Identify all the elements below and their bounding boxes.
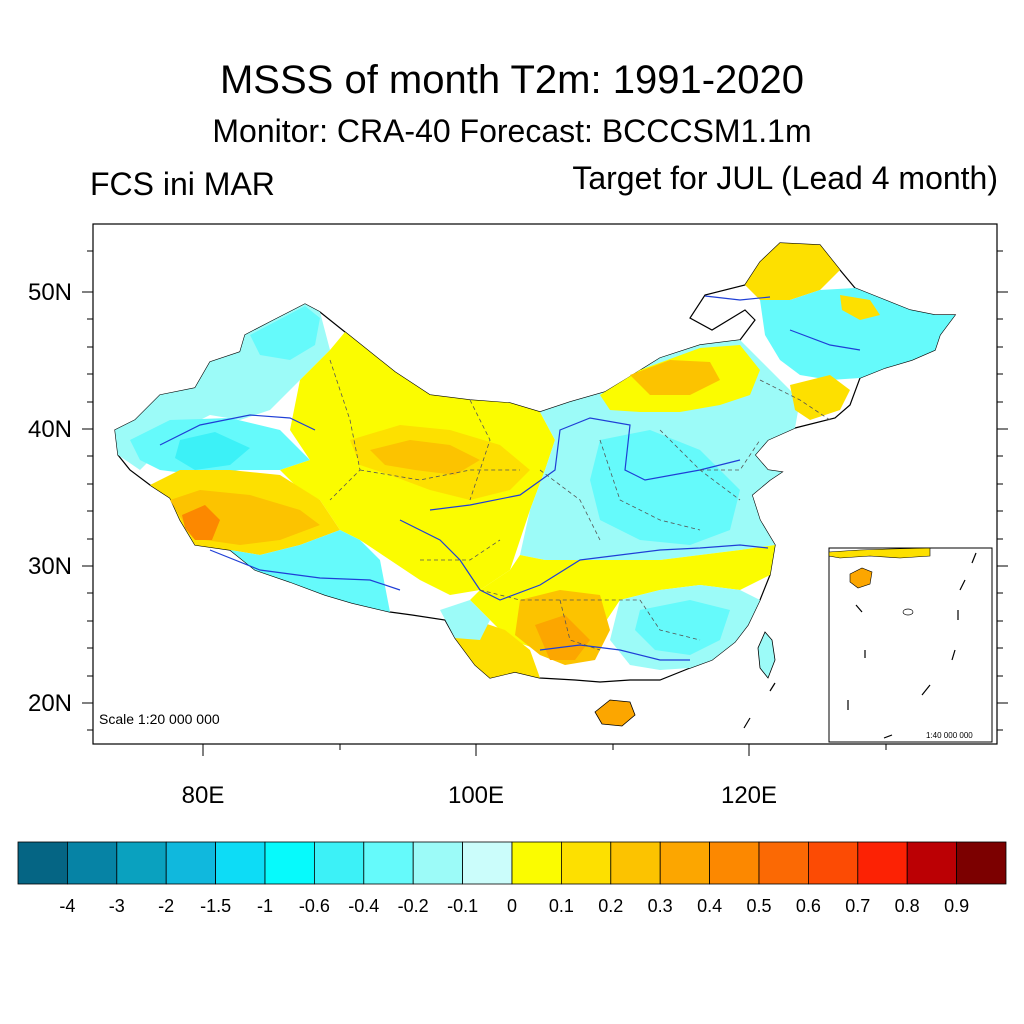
colorbar-swatch	[709, 841, 760, 885]
colorbar-swatch	[808, 841, 859, 885]
colorbar-swatch	[215, 841, 266, 885]
colorbar-swatch	[610, 841, 661, 885]
contour-cyan-south-tibet	[230, 530, 390, 612]
colorbar-swatch	[511, 841, 562, 885]
lat-label-50n: 50N	[27, 279, 72, 306]
south-china-sea-inset	[828, 547, 993, 743]
page-title: MSSS of month T2m: 1991-2020	[219, 58, 805, 102]
lon-label-100e: 100E	[447, 782, 505, 809]
colorbar-label: -3	[108, 896, 125, 916]
colorbar-swatch	[165, 841, 216, 885]
colorbar-swatch	[659, 841, 711, 885]
subtitle: Monitor: CRA-40 Forecast: BCCCSM1.1m	[212, 113, 812, 149]
inset-hainan	[849, 567, 873, 589]
yellow-river	[429, 417, 741, 511]
sea-boundary-marks	[743, 682, 776, 729]
colorbar-label: 0.1	[548, 896, 574, 916]
contour-yellow-ne-east	[840, 295, 880, 320]
inset-islands	[902, 608, 914, 616]
colorbar-swatch	[17, 841, 68, 885]
colorbar-label: 0.8	[894, 896, 920, 916]
colorbar-label: -0.2	[397, 896, 429, 916]
scale-text: Scale 1:20 000 000	[99, 711, 220, 727]
lat-label-30n: 30N	[27, 553, 72, 580]
contour-cyan-altai	[250, 306, 320, 360]
contour-yellow-northeast-north	[745, 243, 840, 300]
colorbar-label: 0.7	[845, 896, 871, 916]
colorbar-swatch	[956, 841, 1007, 885]
contour-cyan-northeast	[760, 288, 955, 380]
colorbar-label: -1	[256, 896, 273, 916]
colorbar-swatch	[264, 841, 315, 885]
colorbar-label: -0.4	[348, 896, 380, 916]
yangtze-river	[399, 519, 769, 601]
colorbar-label: -4	[59, 896, 76, 916]
colorbar-swatch	[363, 841, 414, 885]
contour-red-west-tibet	[182, 505, 220, 540]
lon-label-80e: 80E	[181, 782, 225, 809]
pearl-river	[539, 644, 690, 661]
colorbar-label: 0.6	[795, 896, 821, 916]
colorbar	[17, 841, 1007, 885]
colorbar-label: 0	[506, 896, 517, 916]
contour-orange2-tibet	[370, 440, 480, 475]
songhua-river	[789, 329, 861, 351]
contour-cyan2-south-china	[635, 600, 730, 655]
axis-ticks	[82, 250, 1008, 756]
rivers	[159, 295, 861, 661]
colorbar-label: 0.3	[647, 896, 673, 916]
colorbar-label: 0.4	[697, 896, 723, 916]
colorbar-label: -0.1	[447, 896, 479, 916]
colorbar-swatch	[412, 841, 464, 885]
lat-label-20n: 20N	[27, 690, 72, 717]
colorbar-label: -2	[158, 896, 175, 916]
contour-fills	[115, 243, 955, 727]
taiwan-island	[757, 631, 776, 679]
inset-coast	[828, 547, 931, 559]
colorbar-swatch	[313, 841, 365, 885]
colorbar-swatch	[758, 841, 809, 885]
tarim-river	[159, 414, 316, 446]
colorbar-label: 0.9	[944, 896, 970, 916]
colorbar-label: -1.5	[200, 896, 232, 916]
contour-cyan2-north-china	[590, 430, 740, 545]
colorbar-swatch	[906, 841, 958, 885]
colorbar-label: -0.6	[298, 896, 330, 916]
colorbar-label: 0.2	[598, 896, 624, 916]
lat-label-40n: 40N	[27, 416, 72, 443]
colorbar-swatch	[67, 841, 118, 885]
hainan-island	[594, 699, 636, 727]
right-string: Target for JUL (Lead 4 month)	[572, 160, 998, 196]
colorbar-swatch	[857, 841, 908, 885]
province-borders	[329, 359, 831, 651]
left-string: FCS ini MAR	[90, 166, 275, 202]
lon-label-120e: 120E	[720, 782, 778, 809]
contour-yellow-northeast-patch	[790, 375, 850, 420]
colorbar-label: 0.5	[746, 896, 772, 916]
inset-scale-text: 1:40 000 000	[926, 731, 973, 740]
colorbar-swatch	[462, 841, 513, 885]
colorbar-swatch	[561, 841, 612, 885]
contour-orange-inner-mongolia	[630, 360, 720, 395]
contour-cyan-dark-xinjiang	[175, 432, 250, 470]
yarlung-river	[209, 549, 401, 591]
amur-river	[704, 295, 771, 301]
colorbar-swatch	[116, 841, 167, 885]
contour-cyan-yunnan	[440, 600, 490, 640]
